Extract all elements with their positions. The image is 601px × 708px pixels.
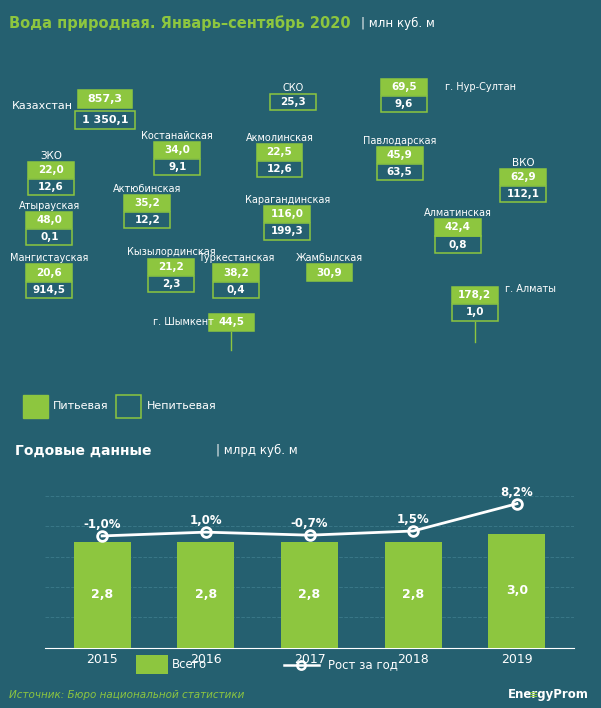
Bar bbox=[177, 542, 234, 648]
FancyBboxPatch shape bbox=[26, 212, 72, 228]
Text: 48,0: 48,0 bbox=[36, 215, 63, 224]
Text: 21,2: 21,2 bbox=[159, 262, 184, 272]
Text: Костанайская: Костанайская bbox=[141, 130, 213, 141]
Text: 1 350,1: 1 350,1 bbox=[82, 115, 129, 125]
Text: 2,8: 2,8 bbox=[91, 588, 113, 601]
Text: Павлодарская: Павлодарская bbox=[363, 136, 436, 146]
Text: -1,0%: -1,0% bbox=[84, 518, 121, 531]
Text: Жамбылская: Жамбылская bbox=[296, 253, 363, 263]
Bar bbox=[281, 542, 338, 648]
Text: Источник: Бюро национальной статистики: Источник: Бюро национальной статистики bbox=[9, 690, 245, 700]
Text: 9,6: 9,6 bbox=[395, 99, 413, 109]
Text: Годовые данные: Годовые данные bbox=[15, 443, 151, 457]
Text: 42,4: 42,4 bbox=[445, 222, 471, 232]
Text: г. Алматы: г. Алматы bbox=[505, 285, 556, 295]
Text: 63,5: 63,5 bbox=[387, 167, 412, 177]
Text: 22,5: 22,5 bbox=[267, 147, 292, 157]
Text: 1,0: 1,0 bbox=[466, 307, 484, 317]
Text: 116,0: 116,0 bbox=[271, 210, 304, 219]
Text: 0,8: 0,8 bbox=[449, 239, 467, 250]
FancyBboxPatch shape bbox=[500, 169, 546, 185]
Text: 25,3: 25,3 bbox=[280, 97, 305, 107]
Text: СКО: СКО bbox=[282, 83, 304, 93]
Text: 178,2: 178,2 bbox=[458, 290, 492, 300]
Text: 45,9: 45,9 bbox=[387, 150, 412, 160]
Text: Атырауская: Атырауская bbox=[19, 200, 80, 211]
Text: Непитьевая: Непитьевая bbox=[147, 401, 216, 411]
Text: г. Шымкент: г. Шымкент bbox=[153, 317, 214, 328]
Text: ВКО: ВКО bbox=[511, 158, 534, 168]
Text: 22,0: 22,0 bbox=[38, 165, 64, 175]
Text: 44,5: 44,5 bbox=[218, 317, 245, 328]
Text: 8,2%: 8,2% bbox=[501, 486, 533, 498]
FancyBboxPatch shape bbox=[78, 90, 132, 108]
FancyBboxPatch shape bbox=[264, 206, 310, 222]
Text: 1,5%: 1,5% bbox=[397, 513, 430, 526]
Text: Питьевая: Питьевая bbox=[53, 401, 109, 411]
Text: 3,0: 3,0 bbox=[506, 584, 528, 598]
Text: 2,8: 2,8 bbox=[402, 588, 424, 601]
FancyBboxPatch shape bbox=[23, 394, 48, 418]
Text: Актюбинская: Актюбинская bbox=[113, 183, 182, 193]
FancyBboxPatch shape bbox=[381, 79, 427, 95]
Text: 12,2: 12,2 bbox=[135, 215, 160, 225]
FancyBboxPatch shape bbox=[209, 314, 254, 331]
Text: ≡: ≡ bbox=[528, 690, 538, 700]
FancyBboxPatch shape bbox=[136, 655, 168, 675]
FancyBboxPatch shape bbox=[435, 219, 481, 236]
Text: 12,6: 12,6 bbox=[38, 182, 64, 192]
FancyBboxPatch shape bbox=[377, 147, 423, 164]
Text: 0,1: 0,1 bbox=[40, 232, 58, 242]
Text: Карагандинская: Карагандинская bbox=[245, 195, 330, 205]
Text: 857,3: 857,3 bbox=[88, 93, 123, 103]
Text: 199,3: 199,3 bbox=[271, 227, 304, 236]
Text: Вода природная. Январь–сентябрь 2020: Вода природная. Январь–сентябрь 2020 bbox=[9, 15, 350, 31]
FancyBboxPatch shape bbox=[307, 265, 352, 281]
Text: 38,2: 38,2 bbox=[224, 268, 249, 278]
FancyBboxPatch shape bbox=[154, 142, 200, 158]
FancyBboxPatch shape bbox=[26, 265, 72, 281]
Text: Мангистауская: Мангистауская bbox=[10, 253, 88, 263]
Text: -0,7%: -0,7% bbox=[291, 518, 328, 530]
Text: 0,4: 0,4 bbox=[227, 285, 245, 295]
FancyBboxPatch shape bbox=[452, 287, 498, 304]
Text: Казахстан: Казахстан bbox=[12, 101, 73, 111]
FancyBboxPatch shape bbox=[213, 265, 259, 281]
FancyBboxPatch shape bbox=[148, 258, 194, 275]
Text: г. Нур-Султан: г. Нур-Султан bbox=[445, 82, 516, 92]
Text: 2,3: 2,3 bbox=[162, 279, 180, 289]
Text: 1,0%: 1,0% bbox=[189, 514, 222, 527]
Text: 914,5: 914,5 bbox=[33, 285, 66, 295]
Text: 34,0: 34,0 bbox=[164, 145, 191, 155]
Text: 9,1: 9,1 bbox=[168, 162, 186, 172]
Bar bbox=[385, 542, 442, 648]
Text: Туркестанская: Туркестанская bbox=[198, 253, 275, 263]
Text: 112,1: 112,1 bbox=[507, 189, 539, 199]
Text: 35,2: 35,2 bbox=[135, 198, 160, 208]
Bar bbox=[73, 542, 130, 648]
Text: 62,9: 62,9 bbox=[510, 172, 535, 182]
Text: EnergyProm: EnergyProm bbox=[508, 688, 589, 701]
FancyBboxPatch shape bbox=[124, 195, 170, 211]
Text: Кызылординская: Кызылординская bbox=[127, 247, 216, 258]
Text: 12,6: 12,6 bbox=[267, 164, 292, 174]
Text: 69,5: 69,5 bbox=[391, 82, 416, 92]
Text: | млрд куб. м: | млрд куб. м bbox=[216, 444, 298, 457]
Text: | млн куб. м: | млн куб. м bbox=[361, 16, 435, 30]
Text: 30,9: 30,9 bbox=[317, 268, 342, 278]
FancyBboxPatch shape bbox=[28, 161, 74, 178]
Text: 2,8: 2,8 bbox=[299, 588, 320, 601]
Text: Всего: Всего bbox=[172, 658, 207, 671]
Text: 20,6: 20,6 bbox=[37, 268, 62, 278]
Text: Акмолинская: Акмолинская bbox=[246, 133, 313, 143]
Bar bbox=[489, 534, 546, 648]
Text: 2,8: 2,8 bbox=[195, 588, 217, 601]
Text: Рост за год: Рост за год bbox=[328, 658, 398, 671]
Text: Алматинская: Алматинская bbox=[424, 208, 492, 219]
FancyBboxPatch shape bbox=[257, 144, 302, 160]
Text: ЗКО: ЗКО bbox=[40, 151, 62, 161]
